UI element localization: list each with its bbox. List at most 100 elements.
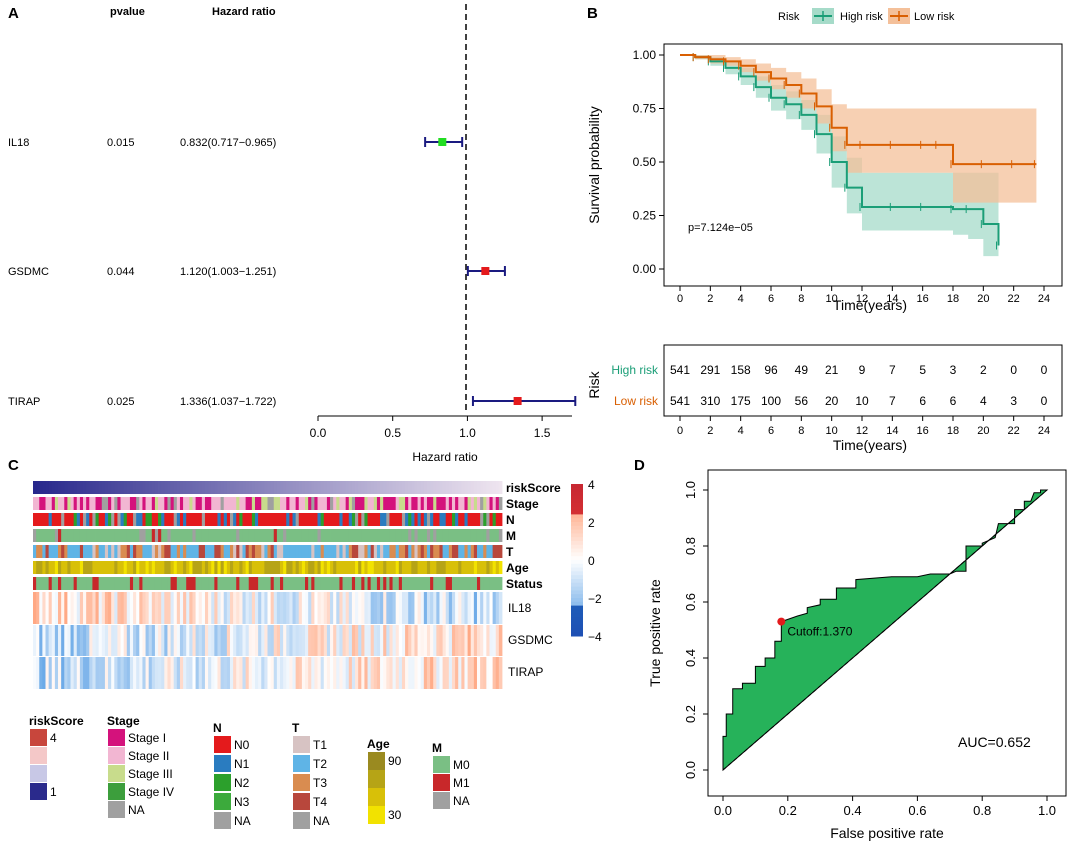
colorbar-seg-1 (571, 487, 583, 493)
gene-cell-2-128 (433, 657, 437, 689)
annot-cell-5-13 (73, 561, 78, 574)
colorbar-seg-27 (571, 586, 583, 591)
gene-cell-1-55 (204, 625, 209, 656)
gene-cell-2-145 (486, 657, 490, 689)
gene-cell-2-24 (108, 657, 112, 689)
annot-cell-2-105 (361, 513, 365, 526)
annot-cell-4-143 (480, 545, 484, 558)
annot-cell-2-54 (201, 513, 206, 526)
annot-cell-1-127 (430, 497, 434, 510)
gene-cell-1-105 (361, 625, 365, 656)
annot-cell-3-65 (236, 529, 240, 542)
gene-cell-2-59 (217, 657, 221, 689)
annot-cell-0-20 (95, 481, 100, 494)
legend-item-N-4: NA (234, 814, 251, 828)
annot-cell-6-23 (104, 577, 109, 590)
gene-cell-1-147 (492, 625, 497, 656)
annot-cell-3-67 (242, 529, 247, 542)
annot-cell-6-98 (339, 577, 343, 590)
annot-cell-5-58 (214, 561, 218, 574)
gene-cell-0-118 (401, 592, 406, 624)
annot-cell-3-55 (204, 529, 209, 542)
annot-cell-3-111 (380, 529, 384, 542)
gene-cell-1-20 (95, 625, 100, 656)
gene-cell-2-64 (233, 657, 237, 689)
annot-cell-5-53 (198, 561, 203, 574)
gene-cell-2-21 (98, 657, 103, 689)
gene-cell-2-102 (351, 657, 356, 689)
annot-cell-5-80 (283, 561, 287, 574)
gene-cell-1-134 (451, 625, 456, 656)
annot-cell-1-88 (308, 497, 312, 510)
gene-cell-1-34 (139, 625, 143, 656)
annot-cell-1-138 (464, 497, 469, 510)
gene-cell-1-144 (483, 625, 487, 656)
annot-cell-1-32 (133, 497, 137, 510)
gene-cell-0-9 (61, 592, 65, 624)
annot-cell-5-114 (389, 561, 393, 574)
annot-cell-5-94 (326, 561, 331, 574)
annot-cell-4-132 (445, 545, 450, 558)
annot-cell-1-119 (405, 497, 409, 510)
gene-cell-0-93 (323, 592, 328, 624)
annot-cell-0-24 (108, 481, 112, 494)
gene-cell-0-10 (64, 592, 68, 624)
annot-cell-1-47 (179, 497, 184, 510)
annot-cell-5-5 (48, 561, 53, 574)
annot-cell-1-76 (270, 497, 275, 510)
annot-cell-3-61 (223, 529, 228, 542)
km-curve-0 (680, 54, 1000, 246)
annot-cell-0-47 (179, 481, 184, 494)
annot-cell-2-32 (133, 513, 137, 526)
annot-cell-2-67 (242, 513, 247, 526)
annot-cell-3-41 (161, 529, 165, 542)
annot-cell-0-116 (395, 481, 400, 494)
annot-cell-5-26 (114, 561, 118, 574)
annot-cell-0-57 (211, 481, 215, 494)
annot-cell-6-42 (164, 577, 168, 590)
annot-cell-0-97 (336, 481, 340, 494)
annot-cell-3-87 (305, 529, 309, 542)
annot-cell-0-101 (348, 481, 353, 494)
gene-cell-1-48 (183, 625, 187, 656)
gene-cell-0-110 (376, 592, 381, 624)
annot-cell-1-45 (173, 497, 178, 510)
annot-cell-1-143 (480, 497, 484, 510)
annot-cell-4-146 (489, 545, 494, 558)
gene-cell-0-11 (67, 592, 71, 624)
annot-cell-2-93 (323, 513, 328, 526)
annot-cell-1-31 (129, 497, 134, 510)
roc-ytick-label-0: 0.0 (683, 761, 698, 779)
annot-cell-1-24 (108, 497, 112, 510)
annot-cell-3-106 (364, 529, 368, 542)
annot-cell-4-131 (442, 545, 447, 558)
annot-cell-1-144 (483, 497, 487, 510)
gene-cell-2-73 (261, 657, 265, 689)
gene-cell-2-5 (48, 657, 53, 689)
annot-cell-0-0 (33, 481, 37, 494)
gene-cell-0-19 (92, 592, 96, 624)
gene-cell-2-98 (339, 657, 343, 689)
gene-cell-2-85 (298, 657, 303, 689)
annot-cell-1-29 (123, 497, 128, 510)
gene-cell-2-67 (242, 657, 247, 689)
annot-cell-6-101 (348, 577, 353, 590)
gene-cell-0-147 (492, 592, 497, 624)
forest-tick-label-0: 0.0 (310, 426, 327, 440)
annot-cell-5-6 (51, 561, 56, 574)
gene-cell-1-4 (45, 625, 50, 656)
annot-cell-0-35 (142, 481, 146, 494)
risk-cell-1-9: 6 (950, 394, 957, 408)
gene-cell-2-26 (114, 657, 118, 689)
annot-cell-6-114 (389, 577, 393, 590)
gene-cell-0-85 (298, 592, 303, 624)
annot-cell-3-92 (320, 529, 325, 542)
gene-cell-1-104 (358, 625, 362, 656)
gene-cell-1-60 (220, 625, 225, 656)
gene-cell-1-116 (395, 625, 400, 656)
gene-cell-2-10 (64, 657, 68, 689)
annot-cell-3-136 (458, 529, 462, 542)
km-xtick-label-6: 12 (856, 293, 868, 305)
annot-cell-0-27 (117, 481, 121, 494)
annot-cell-1-21 (98, 497, 103, 510)
